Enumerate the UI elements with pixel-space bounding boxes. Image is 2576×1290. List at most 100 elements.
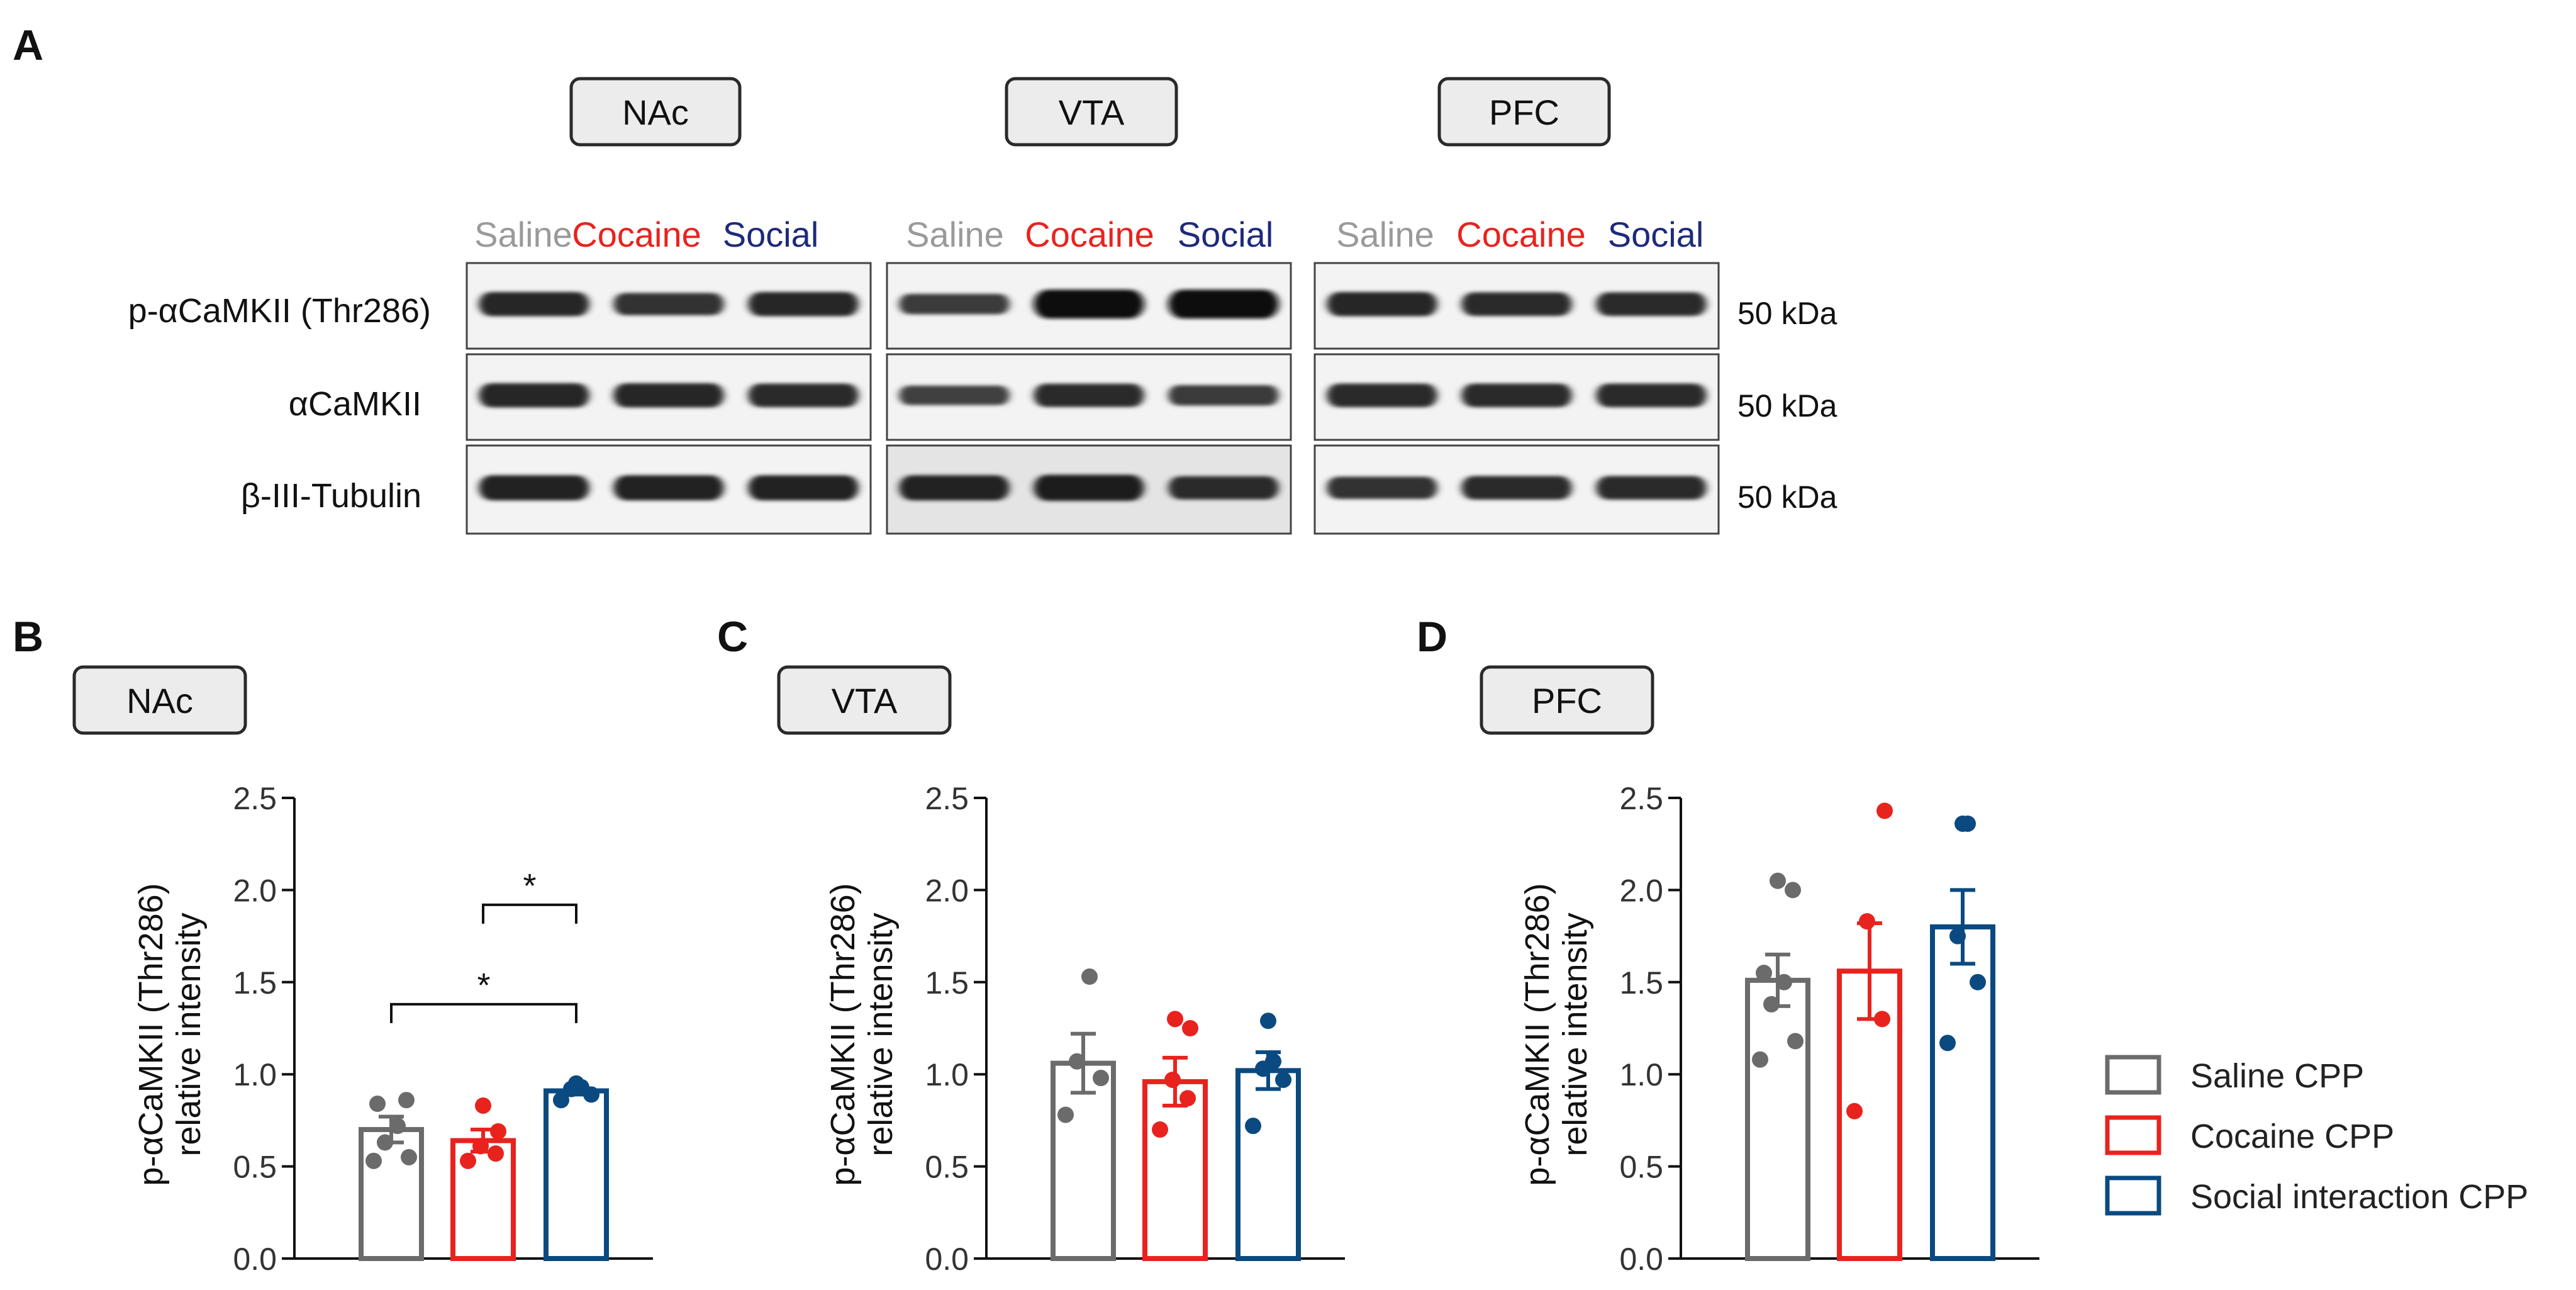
row-label-phospho: p-αCaMKII (Thr286) xyxy=(128,292,431,330)
significance-bracket xyxy=(390,1002,577,1023)
y-axis-label-2: relative intensity xyxy=(862,912,900,1156)
western-blots xyxy=(466,262,1720,535)
region-box xyxy=(777,665,952,735)
y-tick-label: 0.5 xyxy=(925,1150,969,1185)
data-point-social xyxy=(1954,815,1971,832)
legend-label: Saline CPP xyxy=(2190,1057,2364,1095)
bar-saline xyxy=(1745,977,1810,1261)
panel-a-region-box-pfc: PFC xyxy=(1437,77,1611,147)
lane-label-cocaine: Cocaine xyxy=(1456,215,1585,254)
region-box xyxy=(72,665,247,735)
blot-band xyxy=(899,385,1010,405)
data-point-social xyxy=(1245,1118,1261,1135)
data-point-saline xyxy=(1776,973,1792,990)
y-tick-label: 1.0 xyxy=(1619,1057,1663,1092)
data-point-cocaine xyxy=(1846,1102,1863,1119)
y-tick-label: 0.0 xyxy=(1619,1242,1663,1277)
y-axis-label: p-αCaMKII (Thr286) xyxy=(1519,883,1556,1186)
bar-saline xyxy=(359,1127,424,1262)
panel-b: B NAc 0.0 0.5 1.0 1.5 2.0 2.5 p-αCaMKII (Thr286)… xyxy=(13,613,653,1277)
blot-band xyxy=(479,292,589,317)
bar-cocaine xyxy=(1142,1079,1208,1261)
blot-band xyxy=(1327,292,1437,317)
y-axis-label-2: relative intensity xyxy=(170,912,208,1156)
blot-band xyxy=(613,293,724,316)
blot-band xyxy=(1596,476,1707,500)
blot-band xyxy=(899,294,1010,315)
data-point-cocaine xyxy=(1152,1121,1168,1138)
blot-band xyxy=(1461,292,1572,317)
lane-label-cocaine: Cocaine xyxy=(1025,215,1154,254)
lane-label-saline: Saline xyxy=(474,215,572,254)
data-point-saline xyxy=(1081,968,1098,985)
legend-swatch-social xyxy=(2105,1175,2161,1216)
lane-labels-nac: Saline Cocaine Social xyxy=(474,215,818,254)
data-point-saline xyxy=(1756,965,1772,982)
data-point-saline xyxy=(1057,1106,1074,1123)
data-point-saline xyxy=(1069,1053,1085,1070)
panel-a-region-label-vta: VTA xyxy=(1059,93,1125,132)
significance-bracket xyxy=(482,903,577,924)
legend-label: Social interaction CPP xyxy=(2190,1178,2528,1216)
bar-social xyxy=(544,1088,609,1261)
data-point-cocaine xyxy=(1874,1011,1890,1028)
blot-band xyxy=(1596,383,1707,408)
y-axis-label: p-αCaMKII (Thr286) xyxy=(824,883,862,1186)
legend: Saline CPP Cocaine CPP Social interaction … xyxy=(2105,1055,2528,1216)
y-tick-label: 1.5 xyxy=(1619,965,1663,1001)
blot-row-labels: p-αCaMKII (Thr286) αCaMKII β-III-Tubulin xyxy=(128,292,431,515)
panel-a: A NAc VTA PFC Saline Cocaine Social Sali… xyxy=(13,21,1837,535)
lane-labels-vta: Saline Cocaine Social xyxy=(906,215,1273,254)
blot-band xyxy=(748,292,859,317)
data-point-cocaine xyxy=(460,1152,476,1169)
blot-band xyxy=(1168,289,1279,319)
data-point-social xyxy=(553,1092,569,1109)
y-tick-label: 0.5 xyxy=(1619,1150,1663,1185)
data-point-cocaine xyxy=(475,1097,491,1114)
data-point-cocaine xyxy=(1876,802,1893,819)
panel-a-region-box-nac: NAc xyxy=(569,77,742,147)
y-tick-label: 0.5 xyxy=(233,1150,277,1185)
panel-d: D PFC 0.0 0.5 1.0 1.5 2.0 2.5 p-αCaMKII (Thr286)… xyxy=(1417,613,2039,1277)
blot-band xyxy=(1596,292,1707,317)
kda-label: 50 kDa xyxy=(1737,480,1837,515)
panel-a-region-label-pfc: PFC xyxy=(1489,93,1559,132)
data-point-saline xyxy=(377,1134,393,1151)
bar-cocaine xyxy=(450,1138,516,1262)
blot-band xyxy=(1168,476,1279,500)
kda-label: 50 kDa xyxy=(1737,296,1837,331)
y-tick-label: 1.5 xyxy=(233,965,277,1001)
legend-swatch-cocaine xyxy=(2105,1115,2161,1155)
data-point-cocaine xyxy=(490,1123,506,1140)
lane-label-social: Social xyxy=(1178,215,1274,254)
panel-c: C VTA 0.0 0.5 1.0 1.5 2.0 2.5 p-αCaMKII (Thr286)… xyxy=(717,613,1345,1277)
blot-band xyxy=(899,475,1010,501)
y-axis-label: p-αCaMKII (Thr286) xyxy=(132,883,170,1186)
data-point-saline xyxy=(1763,996,1780,1012)
data-point-cocaine xyxy=(488,1145,504,1162)
legend-label: Cocaine CPP xyxy=(2190,1118,2394,1155)
blot-band xyxy=(479,475,589,501)
lane-label-saline: Saline xyxy=(906,215,1004,254)
row-label-tubulin: β-III-Tubulin xyxy=(241,477,421,515)
lane-label-social: Social xyxy=(1608,215,1704,254)
y-tick-label: 2.0 xyxy=(233,873,277,908)
blot-band xyxy=(479,383,589,408)
y-tick-label: 0.0 xyxy=(233,1242,277,1277)
data-point-social xyxy=(1949,928,1966,945)
blot-band xyxy=(748,383,859,408)
significance-marker: * xyxy=(523,867,536,905)
y-tick-label: 1.0 xyxy=(233,1057,277,1092)
panel-a-letter: A xyxy=(13,21,43,69)
bar-saline xyxy=(1051,1060,1116,1261)
panel-letter: C xyxy=(717,613,748,661)
blot-band xyxy=(748,475,859,501)
lane-label-social: Social xyxy=(723,215,819,254)
data-point-cocaine xyxy=(1859,913,1875,930)
data-point-saline xyxy=(1785,882,1801,899)
panel-letter: D xyxy=(1417,613,1447,661)
data-point-saline xyxy=(1752,1051,1768,1068)
lane-label-cocaine: Cocaine xyxy=(572,215,701,254)
region-label: PFC xyxy=(1532,681,1602,721)
blot-band xyxy=(1168,385,1279,406)
